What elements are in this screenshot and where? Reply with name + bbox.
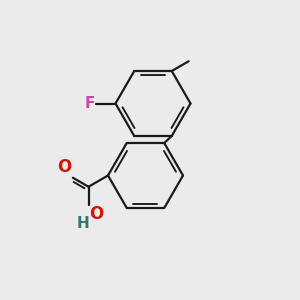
Text: O: O xyxy=(57,158,71,176)
Text: F: F xyxy=(84,96,94,111)
Text: H: H xyxy=(77,216,89,231)
Text: O: O xyxy=(89,205,103,223)
